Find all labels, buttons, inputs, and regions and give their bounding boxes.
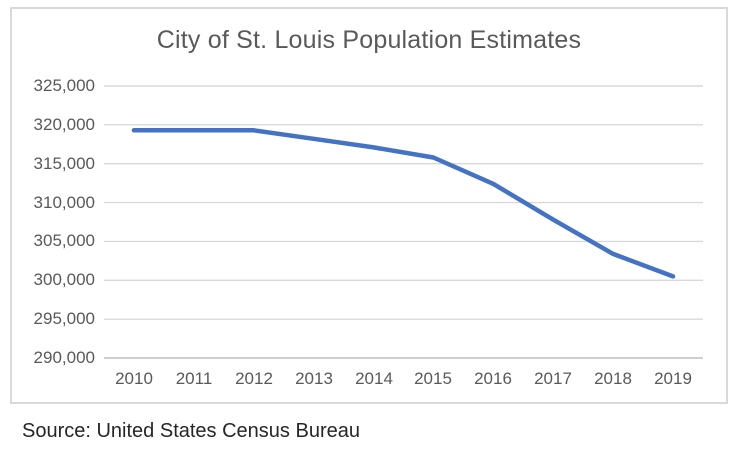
x-axis-tick-label: 2016 (474, 369, 512, 388)
chart-title: City of St. Louis Population Estimates (156, 26, 582, 54)
x-axis-tick-label: 2014 (355, 369, 393, 388)
x-axis-tick-label: 2019 (654, 369, 692, 388)
y-axis-tick-label: 320,000 (33, 115, 95, 134)
y-axis-tick-label: 315,000 (33, 154, 95, 173)
x-axis-tick-label: 2013 (295, 369, 333, 388)
x-axis-tick-label: 2011 (175, 369, 213, 388)
x-axis-tick-label: 2012 (235, 369, 273, 388)
source-note: Source: United States Census Bureau (22, 420, 360, 442)
x-axis-tick-label: 2017 (534, 369, 572, 388)
x-axis-tick-label: 2015 (414, 369, 452, 388)
y-axis-tick-label: 305,000 (33, 231, 95, 250)
y-axis-tick-label: 300,000 (33, 270, 95, 289)
y-axis-tick-label: 325,000 (33, 76, 95, 95)
x-axis-tick-label: 2010 (115, 369, 153, 388)
y-axis-tick-label: 295,000 (33, 309, 95, 328)
chart-frame: City of St. Louis Population Estimates (10, 7, 728, 404)
y-axis-tick-label: 290,000 (33, 348, 95, 367)
x-axis-tick-label: 2018 (594, 369, 632, 388)
y-axis-tick-label: 310,000 (33, 193, 95, 212)
